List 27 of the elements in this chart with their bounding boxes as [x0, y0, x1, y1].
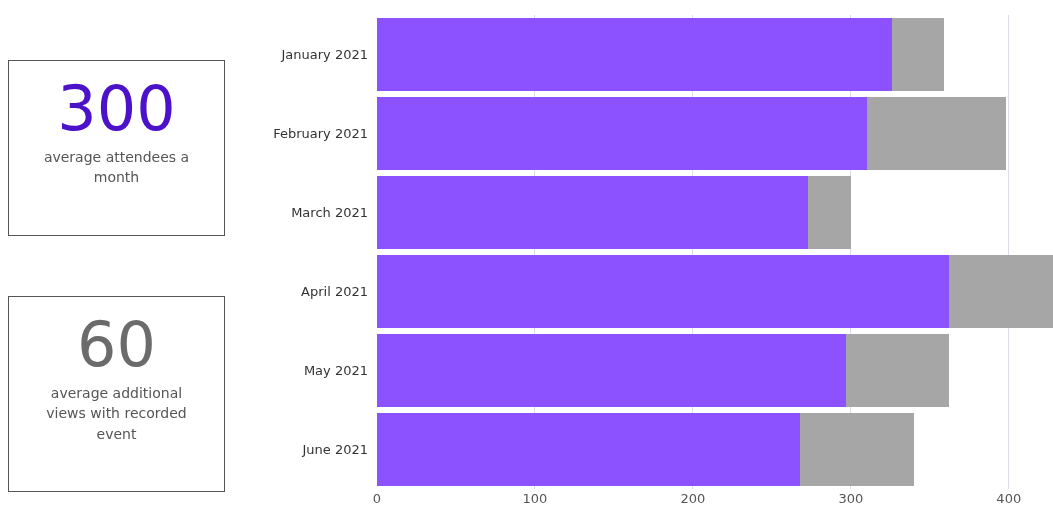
bar [891, 18, 945, 91]
bar [377, 176, 809, 249]
text: 60 [76, 308, 157, 381]
x-tick-label: 400 [996, 491, 1022, 506]
text: average attendees a month [42, 148, 191, 188]
bar [377, 334, 847, 407]
bar [377, 18, 892, 91]
bar [377, 413, 801, 486]
y-tick-label: February 2021 [273, 126, 368, 142]
y-tick-label: May 2021 [303, 363, 368, 379]
bar [866, 97, 1006, 170]
text: 300 [56, 72, 177, 145]
bar [808, 176, 851, 249]
text: average additional views with recorded event [45, 384, 188, 444]
y-tick-label: April 2021 [301, 284, 368, 300]
x-tick-label: 300 [838, 491, 864, 506]
bar [948, 255, 1053, 328]
y-tick-label: March 2021 [291, 205, 368, 221]
y-tick-label: June 2021 [301, 442, 368, 458]
x-tick-label: 0 [372, 491, 382, 506]
bar [846, 334, 949, 407]
bar [377, 255, 949, 328]
x-tick-label: 100 [522, 491, 548, 506]
y-tick-label: January 2021 [280, 47, 368, 63]
x-tick-label: 200 [680, 491, 706, 506]
bar [377, 97, 867, 170]
bar [800, 413, 915, 486]
